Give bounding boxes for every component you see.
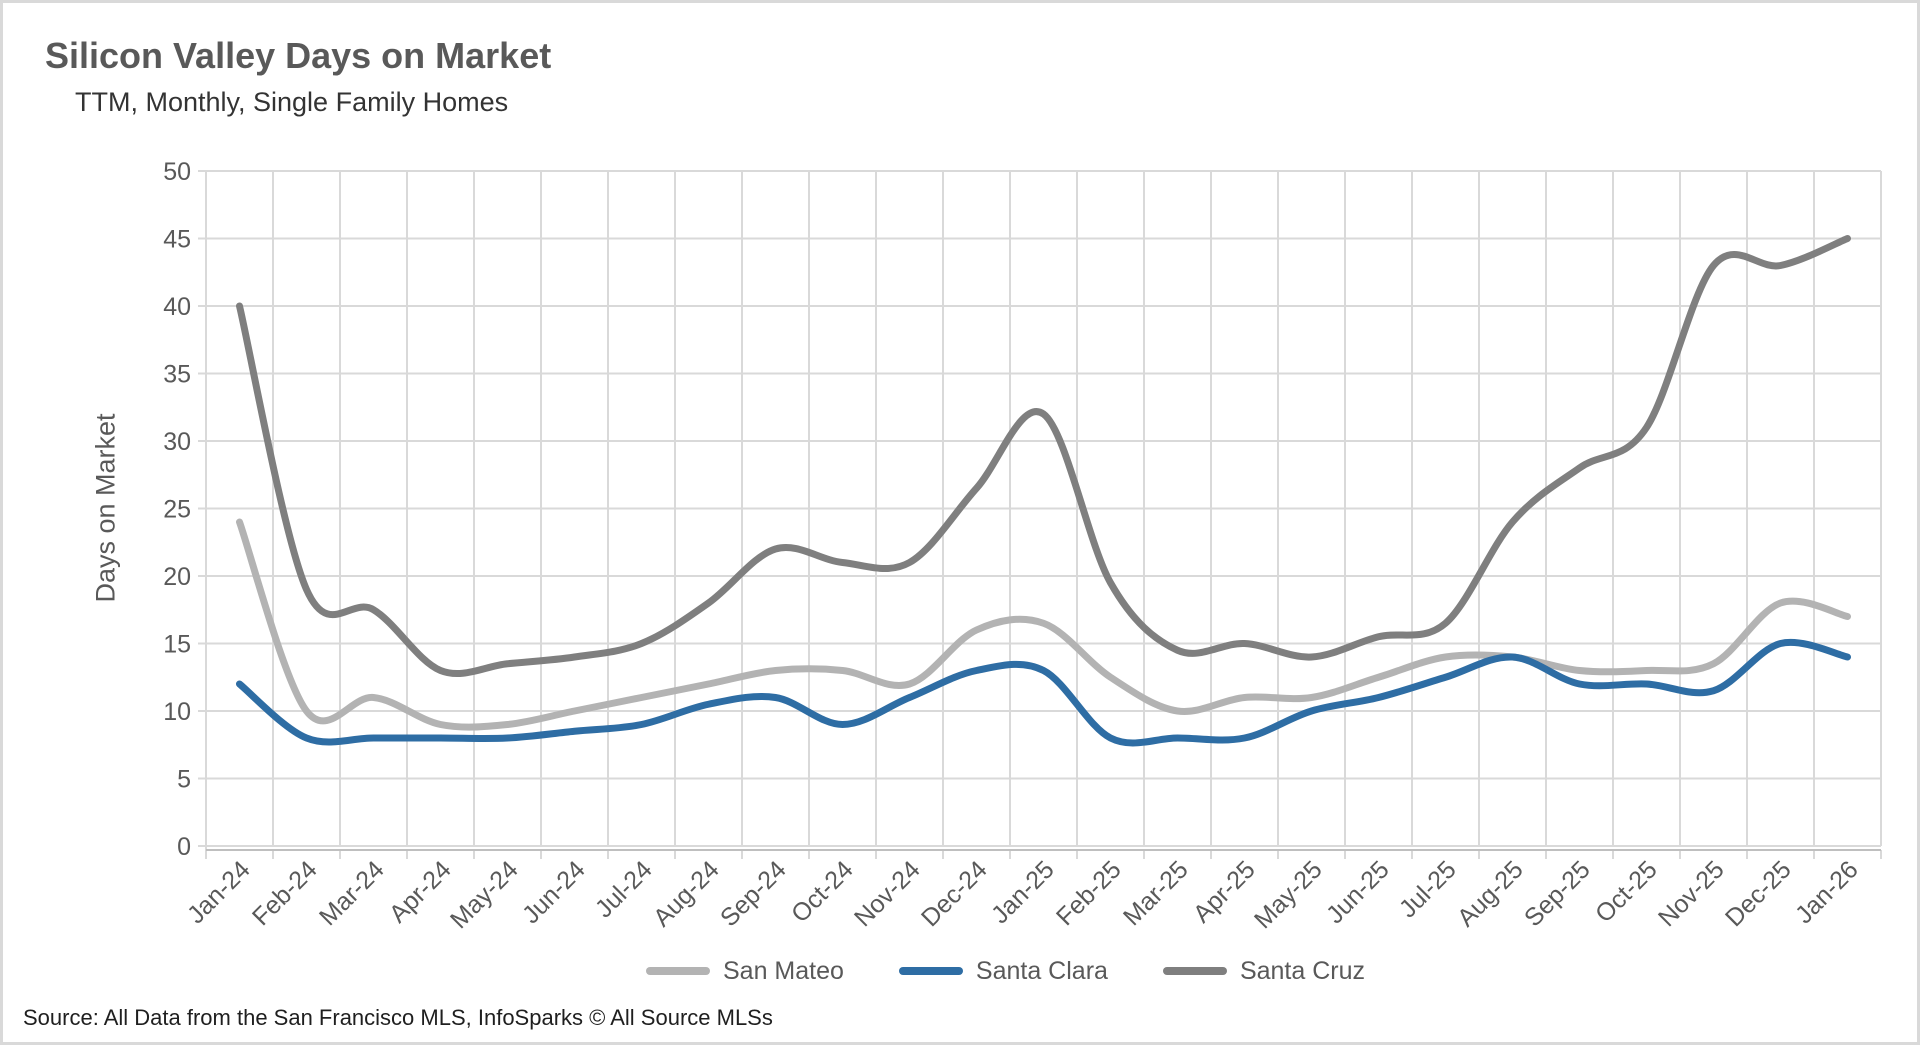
x-tick-label: Nov-25 bbox=[1653, 855, 1730, 932]
x-tick-label: Jan-24 bbox=[182, 855, 256, 929]
x-tick-label: Mar-24 bbox=[314, 855, 390, 931]
x-tick-label: Dec-24 bbox=[916, 855, 993, 932]
x-tick-label: Jan-26 bbox=[1790, 855, 1864, 929]
x-tick-label: Sep-24 bbox=[715, 855, 792, 932]
y-tick-label: 20 bbox=[163, 563, 191, 591]
legend-label: Santa Clara bbox=[975, 956, 1108, 985]
y-tick-label: 25 bbox=[163, 496, 191, 524]
y-tick-label: 45 bbox=[163, 226, 191, 254]
chart-title: Silicon Valley Days on Market bbox=[45, 35, 552, 76]
y-tick-label: 40 bbox=[163, 293, 191, 321]
y-tick-label: 30 bbox=[163, 428, 191, 456]
legend-label: San Mateo bbox=[722, 956, 844, 985]
y-tick-label: 15 bbox=[163, 631, 191, 659]
x-tick-label: May-25 bbox=[1249, 855, 1328, 934]
x-tick-label: Nov-24 bbox=[849, 855, 926, 932]
series-line-san-mateo bbox=[236, 518, 1851, 731]
y-tick-label: 35 bbox=[163, 361, 191, 389]
legend-item-san-mateo: San Mateo bbox=[645, 956, 844, 986]
x-tick-label: Mar-25 bbox=[1118, 855, 1194, 931]
legend-line-swatch-santa-clara bbox=[898, 967, 963, 975]
x-tick-label: Dec-25 bbox=[1720, 855, 1797, 932]
legend-item-santa-clara: Santa Clara bbox=[898, 956, 1108, 986]
x-tick-label: Oct-24 bbox=[786, 855, 859, 928]
x-tick-label: May-24 bbox=[445, 855, 524, 934]
y-tick-label: 50 bbox=[163, 158, 191, 186]
source-note: Source: All Data from the San Francisco … bbox=[23, 1005, 773, 1030]
legend-line-swatch-san-mateo bbox=[645, 967, 710, 975]
x-tick-label: Jun-25 bbox=[1321, 855, 1395, 929]
y-tick-label: 5 bbox=[177, 766, 191, 794]
x-tick-label: Jun-24 bbox=[517, 855, 591, 929]
x-tick-label: Apr-24 bbox=[384, 855, 457, 928]
y-tick-label: 10 bbox=[163, 698, 191, 726]
legend: San Mateo Santa Clara Santa Cruz bbox=[3, 951, 1917, 991]
series-line-santa-clara bbox=[236, 638, 1851, 747]
x-tick-label: Sep-25 bbox=[1519, 855, 1596, 932]
x-tick-label: Aug-25 bbox=[1452, 855, 1529, 932]
chart-subtitle: TTM, Monthly, Single Family Homes bbox=[75, 87, 509, 117]
legend-label: Santa Cruz bbox=[1239, 956, 1365, 985]
series-line-santa-cruz bbox=[236, 235, 1851, 678]
legend-item-santa-cruz: Santa Cruz bbox=[1162, 956, 1365, 986]
y-tick-label: 0 bbox=[177, 833, 191, 861]
plot-area: 05101520253035404550Jan-24Feb-24Mar-24Ap… bbox=[163, 158, 1882, 934]
x-tick-label: Feb-25 bbox=[1051, 855, 1127, 931]
x-tick-label: Jan-25 bbox=[986, 855, 1060, 929]
x-tick-label: Aug-24 bbox=[648, 855, 725, 932]
x-tick-label: Apr-25 bbox=[1188, 855, 1261, 928]
x-tick-label: Feb-24 bbox=[247, 855, 323, 931]
legend-line-swatch-santa-cruz bbox=[1162, 967, 1227, 975]
x-tick-label: Oct-25 bbox=[1590, 855, 1663, 928]
